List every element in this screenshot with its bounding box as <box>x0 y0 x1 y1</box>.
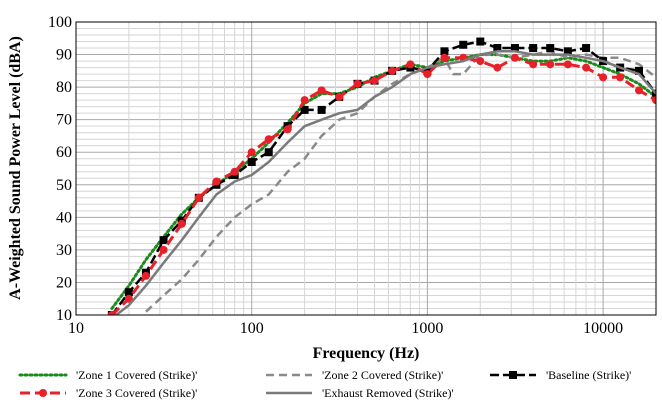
legend-entry: 'Baseline (Strike)' <box>490 368 631 382</box>
y-tick-label: 60 <box>56 144 72 161</box>
data-point-square <box>509 371 517 379</box>
data-point-square <box>493 44 502 53</box>
data-point-square <box>159 236 168 245</box>
y-tick-label: 70 <box>56 112 72 129</box>
data-point-square <box>652 89 656 98</box>
data-point-circle <box>283 125 292 134</box>
data-point-circle <box>563 60 572 69</box>
data-point-circle <box>510 53 519 62</box>
x-tick-label: 100 <box>240 320 264 337</box>
data-point-circle <box>335 92 344 101</box>
data-point-square <box>317 105 326 114</box>
legend-label: 'Zone 1 Covered (Strike)' <box>76 368 197 382</box>
data-point-circle <box>194 193 203 202</box>
y-tick-label: 30 <box>56 242 72 259</box>
data-point-circle <box>652 96 656 105</box>
x-tick-label: 10 <box>68 320 84 337</box>
data-point-square <box>124 288 133 297</box>
data-point-circle <box>247 148 256 157</box>
y-tick-label: 10 <box>56 307 72 324</box>
data-point-circle <box>212 177 221 186</box>
data-point-square <box>247 157 256 166</box>
legend-label: 'Exhaust Removed (Strike)' <box>322 386 454 400</box>
data-point-circle <box>440 53 449 62</box>
data-point-circle <box>599 73 608 82</box>
data-point-circle <box>529 60 538 69</box>
data-point-square <box>563 47 572 56</box>
data-point-circle <box>582 63 591 72</box>
plot-frame <box>75 21 657 316</box>
data-point-circle <box>230 167 239 176</box>
data-point-square <box>546 44 555 53</box>
legend-entry: 'Zone 3 Covered (Strike)' <box>20 386 197 400</box>
legend-entry: 'Zone 2 Covered (Strike)' <box>266 368 443 382</box>
data-point-square <box>582 44 591 53</box>
x-tick-label: 10000 <box>583 320 623 337</box>
legend-label: 'Zone 3 Covered (Strike)' <box>76 386 197 400</box>
series-group <box>107 53 656 315</box>
x-axis-title: Frequency (Hz) <box>313 345 420 362</box>
data-point-circle <box>616 73 625 82</box>
series-line <box>114 50 656 315</box>
tick-layer: 10 20 30 40 50 60 70 80 90 100 10 100 1000 10000 <box>48 14 623 337</box>
legend-entry: 'Exhaust Removed (Strike)' <box>266 386 454 400</box>
legend-label: 'Baseline (Strike)' <box>546 368 631 382</box>
data-point-square <box>476 37 485 46</box>
x-tick-label: 1000 <box>411 320 443 337</box>
data-point-circle <box>370 76 379 85</box>
y-tick-label: 40 <box>56 209 72 226</box>
data-point-circle <box>177 219 186 228</box>
data-point-circle <box>476 57 485 66</box>
data-point-square <box>459 40 468 49</box>
data-point-square <box>300 105 309 114</box>
y-tick-label: 50 <box>56 177 72 194</box>
data-point-circle <box>141 271 150 280</box>
data-point-circle <box>317 86 326 95</box>
y-tick-label: 20 <box>56 274 72 291</box>
data-point-square <box>510 44 519 53</box>
legend-entry: 'Zone 1 Covered (Strike)' <box>18 368 197 382</box>
data-point-circle <box>159 245 168 254</box>
data-point-circle <box>546 60 555 69</box>
y-tick-label: 90 <box>56 47 72 64</box>
y-axis-title: A-Weighted Sound Power Level (dBA) <box>7 36 24 300</box>
data-point-circle <box>634 86 643 95</box>
data-point-circle <box>300 96 309 105</box>
data-point-square <box>440 47 449 56</box>
data-point-circle <box>423 70 432 79</box>
data-point-square <box>529 44 538 53</box>
data-point-circle <box>493 63 502 72</box>
y-tick-label: 80 <box>56 79 72 96</box>
y-tick-label: 100 <box>48 14 72 31</box>
legend-label: 'Zone 2 Covered (Strike)' <box>322 368 443 382</box>
data-point-square <box>634 66 643 75</box>
data-point-circle <box>388 66 397 75</box>
data-point-circle <box>406 60 415 69</box>
data-point-circle <box>107 311 116 315</box>
series-group <box>114 50 656 315</box>
series-layer <box>107 37 656 315</box>
data-point-square <box>264 148 273 157</box>
data-point-circle <box>124 294 133 303</box>
data-point-circle <box>39 389 47 397</box>
data-point-circle <box>353 79 362 88</box>
data-point-circle <box>264 135 273 144</box>
legend: 'Zone 1 Covered (Strike)' 'Zone 3 Covered… <box>18 368 631 400</box>
